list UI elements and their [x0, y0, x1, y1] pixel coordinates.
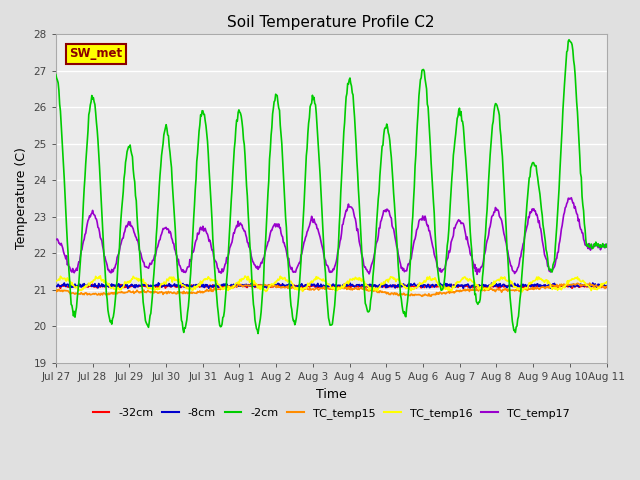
Title: Soil Temperature Profile C2: Soil Temperature Profile C2: [227, 15, 435, 30]
Text: SW_met: SW_met: [70, 47, 123, 60]
X-axis label: Time: Time: [316, 388, 347, 401]
Y-axis label: Temperature (C): Temperature (C): [15, 147, 28, 250]
Legend: -32cm, -8cm, -2cm, TC_temp15, TC_temp16, TC_temp17: -32cm, -8cm, -2cm, TC_temp15, TC_temp16,…: [88, 404, 574, 423]
